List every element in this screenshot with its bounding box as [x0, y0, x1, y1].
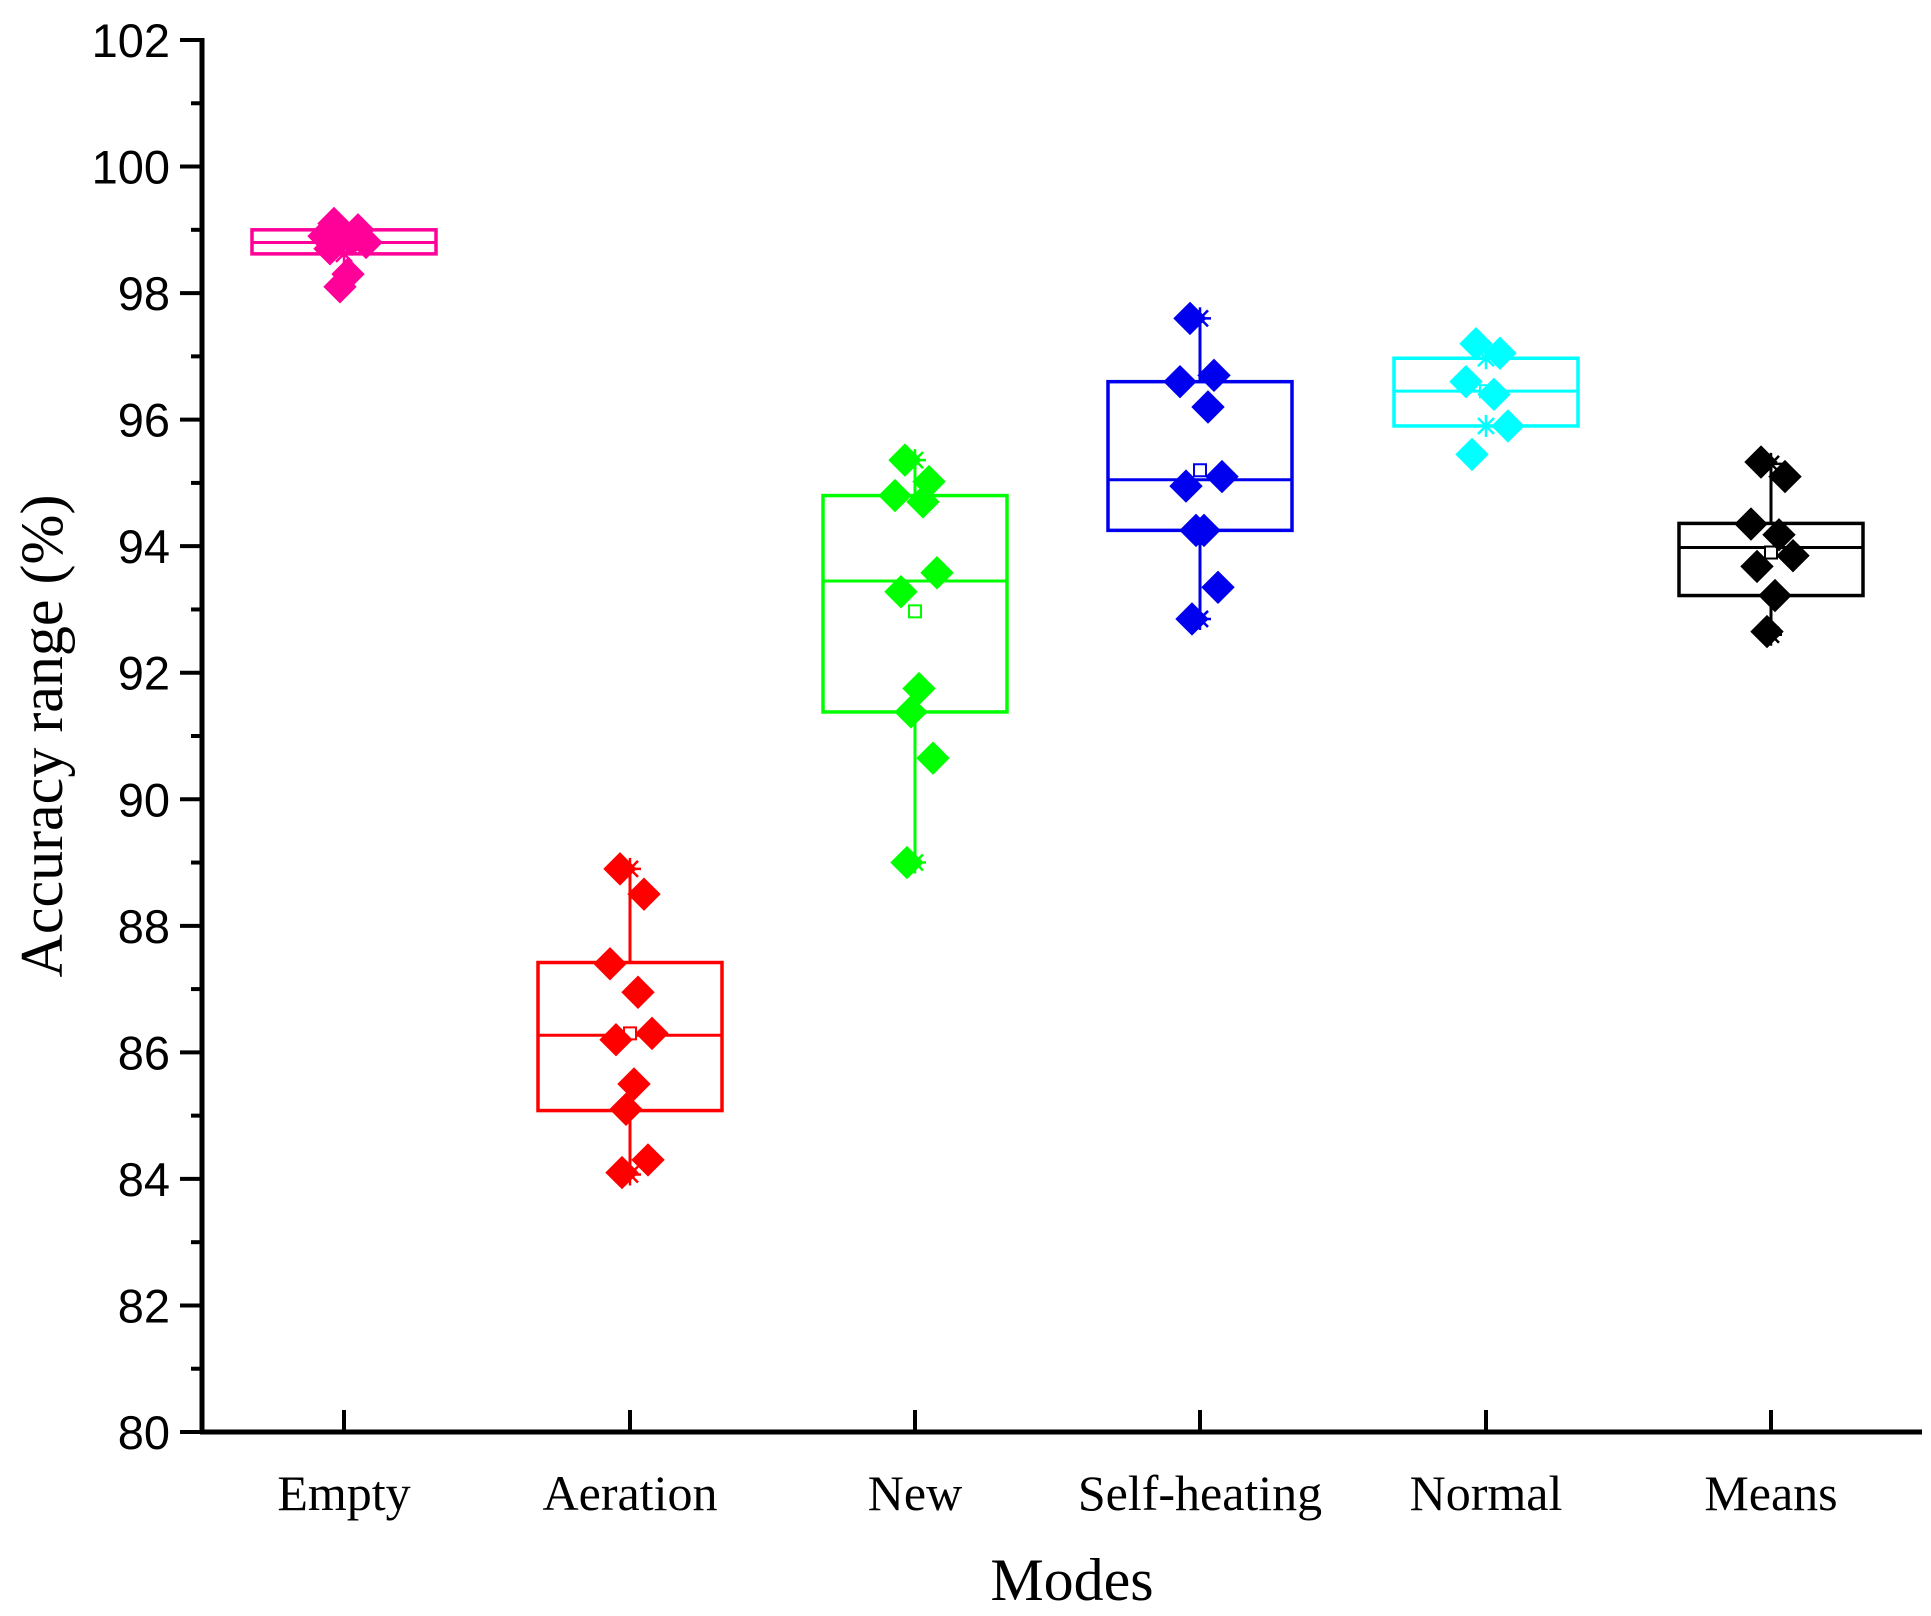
data-point: [599, 1023, 633, 1057]
data-point: [894, 695, 928, 729]
y-tick-label: 86: [118, 1026, 170, 1079]
data-point: [916, 741, 950, 775]
data-point: [1776, 538, 1810, 573]
box-group-empty: [250, 206, 438, 304]
y-tick-label: 96: [118, 394, 170, 447]
data-point: [1175, 602, 1209, 636]
data-point: [609, 1092, 643, 1127]
y-tick-label: 90: [118, 773, 170, 826]
box-group-aeration: [536, 852, 724, 1190]
data-point: [890, 845, 924, 880]
data-point: [1179, 513, 1213, 548]
data-point: [323, 270, 357, 304]
y-tick-label: 84: [118, 1153, 170, 1206]
data-point: [313, 232, 347, 266]
y-tick-label: 102: [92, 14, 170, 67]
data-point: [1758, 578, 1792, 613]
y-tick-label: 100: [92, 141, 170, 194]
x-tick-label: Self-heating: [1078, 1465, 1322, 1521]
data-point: [906, 485, 940, 519]
box-group-normal: [1392, 327, 1580, 472]
data-point: [1740, 549, 1774, 584]
data-point: [1491, 409, 1525, 443]
y-tick-label: 88: [118, 900, 170, 953]
data-point: [884, 575, 918, 609]
data-point: [1191, 390, 1225, 424]
data-point: [920, 556, 954, 590]
data-point: [1477, 377, 1511, 412]
mean-marker: [1764, 545, 1778, 560]
data-point: [1169, 469, 1203, 503]
y-tick-label: 94: [118, 520, 170, 573]
data-point: [1173, 301, 1207, 336]
data-point: [1750, 614, 1784, 649]
y-axis-ticks: 80 82 84 86 88 90 92 94 96 98 100 102: [92, 14, 202, 1459]
data-point: [1197, 358, 1231, 393]
data-point: [605, 1155, 639, 1190]
data-point: [1744, 445, 1778, 479]
data-point: [878, 478, 912, 513]
mean-marker: [908, 604, 922, 619]
x-tick-label: Empty: [277, 1465, 410, 1521]
y-tick-label: 92: [118, 647, 170, 700]
data-point: [1483, 336, 1517, 370]
data-point: [1205, 459, 1239, 494]
box-plot-series: [250, 206, 1865, 1190]
data-point: [888, 443, 922, 477]
box-group-self-heating: [1106, 301, 1294, 636]
data-point: [635, 1016, 669, 1051]
data-point: [1455, 437, 1489, 472]
data-point: [1163, 364, 1197, 399]
data-point: [1762, 518, 1796, 552]
y-axis-title: Accuracy range (%): [9, 494, 75, 977]
x-axis-title: Modes: [990, 1547, 1153, 1613]
box-group-means: [1677, 445, 1865, 649]
y-tick-label: 80: [118, 1406, 170, 1459]
mean-marker: [1193, 463, 1207, 478]
data-point: [593, 947, 627, 981]
data-point: [349, 225, 383, 260]
data-point: [1734, 507, 1768, 541]
data-point: [603, 852, 637, 886]
x-axis-ticks: Empty Aeration New Self-heating Normal Means: [277, 1410, 1838, 1521]
y-tick-label: 82: [118, 1279, 170, 1332]
box-group-new: [821, 443, 1009, 880]
data-point: [1201, 570, 1235, 605]
y-tick-label: 98: [118, 267, 170, 320]
data-point: [1449, 364, 1483, 399]
data-point: [1768, 459, 1802, 494]
data-point: [617, 1067, 651, 1101]
x-tick-label: Aeration: [543, 1465, 718, 1521]
x-tick-label: Normal: [1410, 1465, 1563, 1521]
data-point: [627, 877, 661, 911]
data-point: [621, 975, 655, 1009]
data-point: [631, 1143, 665, 1177]
data-point: [1459, 327, 1493, 361]
x-tick-label: Means: [1704, 1465, 1837, 1521]
x-tick-label: New: [868, 1465, 962, 1521]
